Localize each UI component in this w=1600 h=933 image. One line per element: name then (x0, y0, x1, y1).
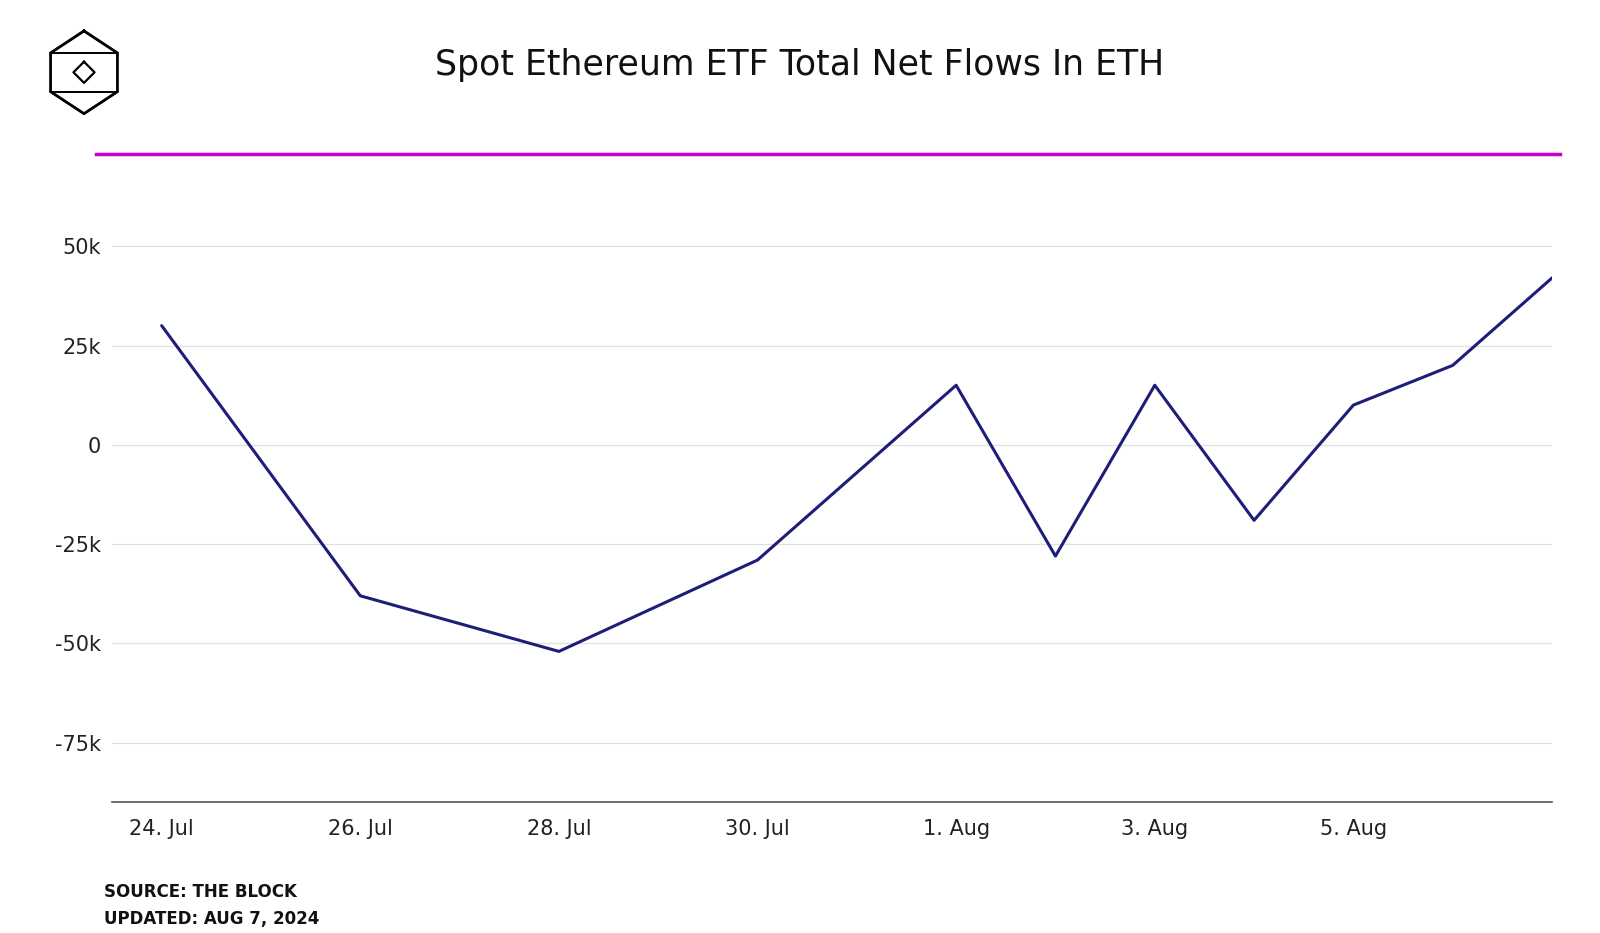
Text: Spot Ethereum ETF Total Net Flows In ETH: Spot Ethereum ETF Total Net Flows In ETH (435, 49, 1165, 82)
Text: SOURCE: THE BLOCK
UPDATED: AUG 7, 2024: SOURCE: THE BLOCK UPDATED: AUG 7, 2024 (104, 883, 320, 928)
